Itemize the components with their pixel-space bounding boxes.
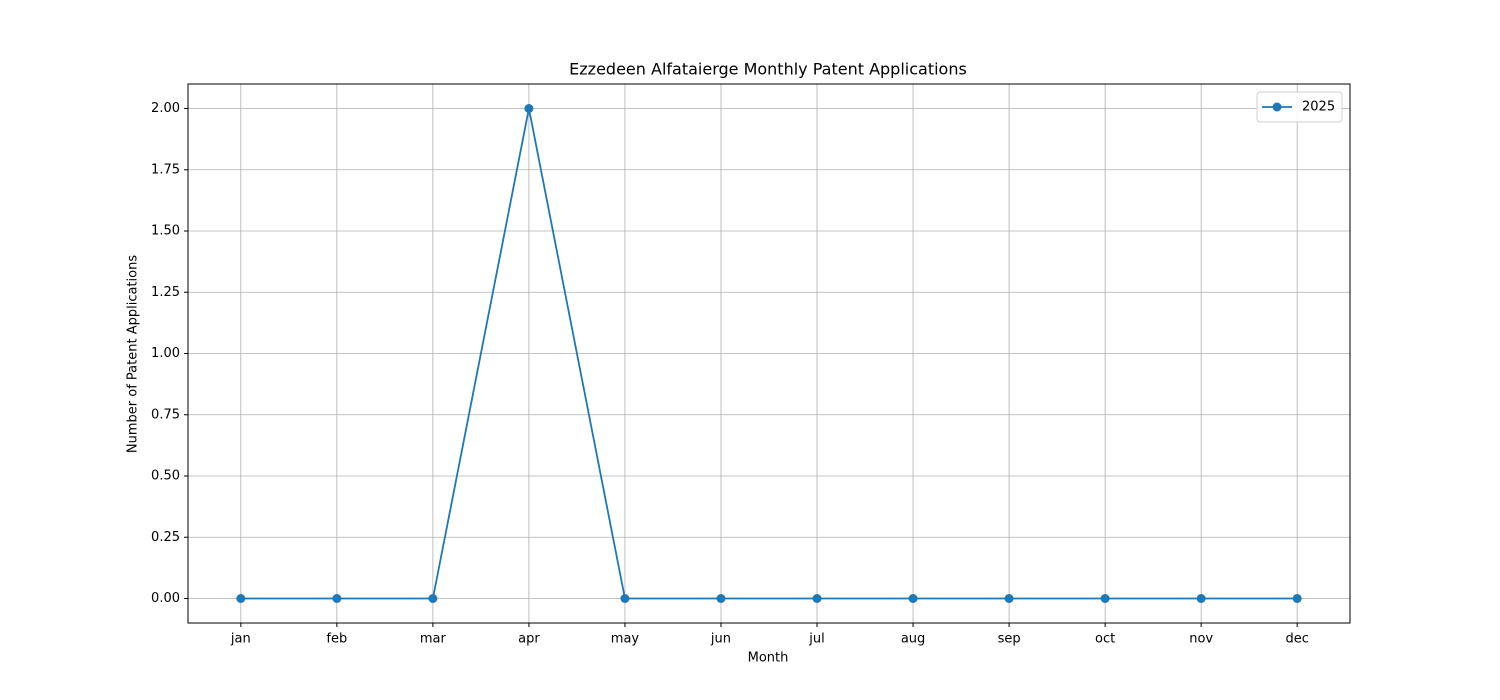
y-tick-label: 1.00 bbox=[151, 346, 180, 361]
x-tick-label: may bbox=[611, 632, 640, 647]
point bbox=[524, 104, 533, 113]
legend-marker bbox=[1273, 103, 1282, 112]
point bbox=[1005, 594, 1014, 603]
point bbox=[813, 594, 822, 603]
x-tick-label: jul bbox=[808, 632, 824, 647]
point bbox=[1293, 594, 1302, 603]
legend-label: 2025 bbox=[1302, 100, 1335, 115]
y-tick-label: 2.00 bbox=[151, 101, 180, 116]
point bbox=[620, 594, 629, 603]
point bbox=[716, 594, 725, 603]
x-tick-label: nov bbox=[1189, 632, 1213, 647]
y-tick-label: 0.25 bbox=[151, 530, 180, 545]
x-tick-label: apr bbox=[518, 632, 540, 647]
y-tick-label: 1.25 bbox=[151, 285, 180, 300]
point bbox=[236, 594, 245, 603]
page: Ezzedeen Alfataierge Monthly Patent Appl… bbox=[0, 0, 1500, 700]
y-axis-label: Number of Patent Applications bbox=[126, 255, 141, 453]
y-tick-label: 1.75 bbox=[151, 162, 180, 177]
point bbox=[909, 594, 918, 603]
point bbox=[428, 594, 437, 603]
x-tick-label: mar bbox=[420, 632, 447, 647]
point bbox=[1101, 594, 1110, 603]
x-tick-label: aug bbox=[901, 632, 925, 647]
x-tick-label: jun bbox=[710, 632, 731, 647]
y-tick-label: 1.50 bbox=[151, 224, 180, 239]
x-tick-label: oct bbox=[1095, 632, 1115, 647]
point bbox=[1197, 594, 1206, 603]
chart: Ezzedeen Alfataierge Monthly Patent Appl… bbox=[0, 0, 1500, 700]
x-tick-label: dec bbox=[1285, 632, 1308, 647]
chart-title: Ezzedeen Alfataierge Monthly Patent Appl… bbox=[569, 60, 967, 79]
y-tick-label: 0.75 bbox=[151, 407, 180, 422]
point bbox=[332, 594, 341, 603]
y-tick-label: 0.50 bbox=[151, 469, 180, 484]
x-tick-label: jan bbox=[230, 632, 251, 647]
x-tick-label: feb bbox=[326, 632, 347, 647]
x-axis-label: Month bbox=[748, 651, 789, 666]
x-tick-label: sep bbox=[998, 632, 1021, 647]
y-tick-label: 0.00 bbox=[151, 591, 180, 606]
